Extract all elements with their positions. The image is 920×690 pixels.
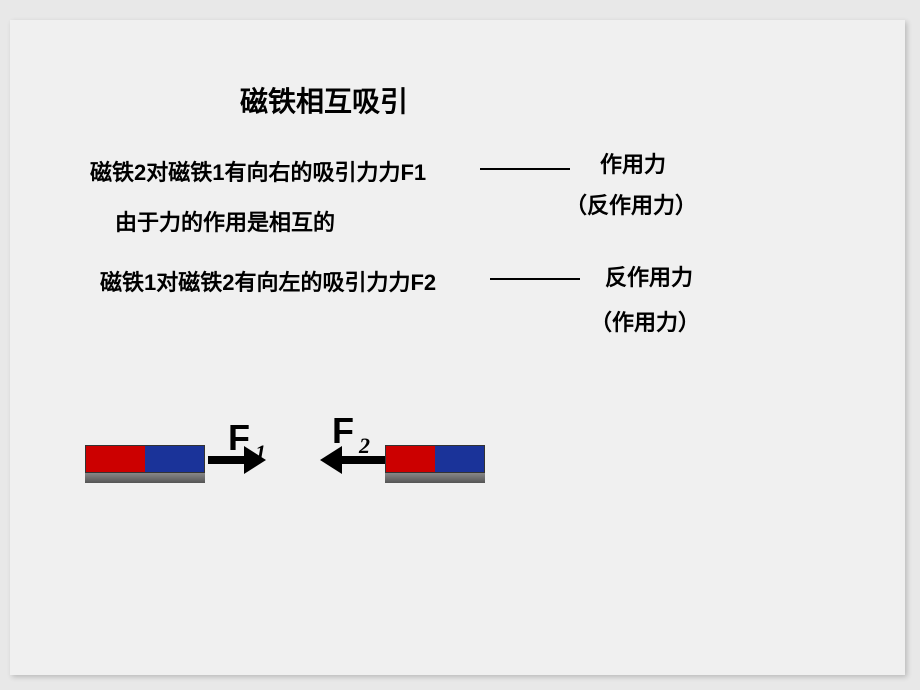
- magnet-1-left: [86, 446, 145, 472]
- magnet-2-base: [385, 473, 485, 483]
- label-reaction-paren: （反作用力）: [565, 188, 697, 220]
- connector-line-1: [480, 168, 570, 170]
- magnet-1: [85, 445, 205, 473]
- force-label-f2-sub: 2: [359, 433, 370, 459]
- label-reaction-force: 反作用力: [605, 260, 693, 292]
- magnet-1-base: [85, 473, 205, 483]
- label-action-force: 作用力: [600, 147, 666, 179]
- magnet-2-left: [386, 446, 435, 472]
- slide-title: 磁铁相互吸引: [240, 80, 408, 120]
- magnet-2-right: [435, 446, 484, 472]
- slide: 磁铁相互吸引 磁铁2对磁铁1有向右的吸引力力F1 由于力的作用是相互的 磁铁1对…: [10, 20, 905, 675]
- magnet-1-right: [145, 446, 204, 472]
- text-line-1: 磁铁2对磁铁1有向右的吸引力力F1: [90, 155, 426, 187]
- magnet-2: [385, 445, 485, 473]
- force-label-f2: F: [332, 410, 354, 452]
- text-line-2: 由于力的作用是相互的: [115, 205, 335, 237]
- text-line-3: 磁铁1对磁铁2有向左的吸引力力F2: [100, 265, 436, 297]
- force-label-f1-sub: 1: [255, 440, 266, 466]
- connector-line-2: [490, 278, 580, 280]
- label-action-paren: （作用力）: [590, 305, 700, 337]
- force-label-f1: F: [228, 417, 250, 459]
